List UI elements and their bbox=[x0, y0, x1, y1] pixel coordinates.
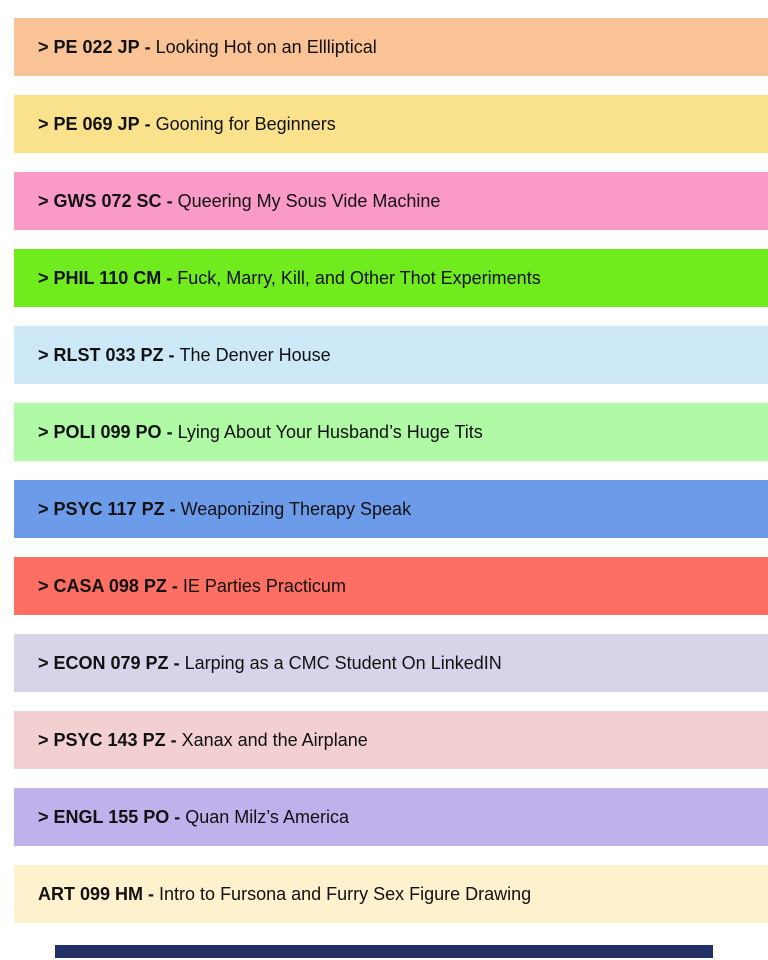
course-row[interactable]: > ENGL 155 PO - Quan Milz’s America bbox=[14, 788, 768, 846]
course-title: Xanax and the Airplane bbox=[181, 729, 368, 750]
course-row[interactable]: > PSYC 117 PZ - Weaponizing Therapy Spea… bbox=[14, 480, 768, 538]
course-code: CASA 098 PZ bbox=[53, 575, 167, 596]
course-code: ECON 079 PZ bbox=[53, 652, 169, 673]
course-code: ENGL 155 PO bbox=[53, 806, 170, 827]
course-prefix: > bbox=[38, 575, 54, 596]
course-row[interactable]: > PHIL 110 CM - Fuck, Marry, Kill, and O… bbox=[14, 249, 768, 307]
course-title: IE Parties Practicum bbox=[182, 575, 346, 596]
course-separator: - bbox=[161, 267, 178, 288]
course-title: Queering My Sous Vide Machine bbox=[177, 190, 441, 211]
course-code: ART 099 HM bbox=[38, 883, 144, 904]
course-prefix: > bbox=[38, 36, 54, 57]
course-code: POLI 099 PO bbox=[53, 421, 162, 442]
course-title: Larping as a CMC Student On LinkedIN bbox=[184, 652, 502, 673]
course-prefix: > bbox=[38, 729, 54, 750]
course-code: PE 022 JP bbox=[53, 36, 140, 57]
course-list: > PE 022 JP - Looking Hot on an Elllipti… bbox=[14, 18, 768, 923]
course-separator: - bbox=[163, 344, 180, 365]
course-separator: - bbox=[166, 575, 183, 596]
course-row[interactable]: > PE 069 JP - Gooning for Beginners bbox=[14, 95, 768, 153]
course-title: Fuck, Marry, Kill, and Other Thot Experi… bbox=[177, 267, 541, 288]
course-title: Lying About Your Husband’s Huge Tits bbox=[177, 421, 483, 442]
course-row[interactable]: > PE 022 JP - Looking Hot on an Elllipti… bbox=[14, 18, 768, 76]
course-prefix: > bbox=[38, 344, 54, 365]
course-separator: - bbox=[164, 498, 181, 519]
course-separator: - bbox=[143, 883, 160, 904]
course-separator: - bbox=[161, 190, 178, 211]
course-code: GWS 072 SC bbox=[53, 190, 162, 211]
course-prefix: > bbox=[38, 190, 54, 211]
course-row[interactable]: ART 099 HM - Intro to Fursona and Furry … bbox=[14, 865, 768, 923]
course-code: PSYC 143 PZ bbox=[53, 729, 166, 750]
course-title: Looking Hot on an Ellliptical bbox=[155, 36, 377, 57]
course-prefix: > bbox=[38, 421, 54, 442]
course-separator: - bbox=[139, 36, 156, 57]
course-prefix: > bbox=[38, 652, 54, 673]
course-code: PSYC 117 PZ bbox=[53, 498, 165, 519]
course-row[interactable]: > POLI 099 PO - Lying About Your Husband… bbox=[14, 403, 768, 461]
course-title: Intro to Fursona and Furry Sex Figure Dr… bbox=[159, 883, 532, 904]
course-prefix: > bbox=[38, 498, 54, 519]
footer-divider-bar bbox=[55, 945, 713, 958]
course-row[interactable]: > GWS 072 SC - Queering My Sous Vide Mac… bbox=[14, 172, 768, 230]
course-title: Quan Milz’s America bbox=[185, 806, 349, 827]
course-title: The Denver House bbox=[179, 344, 331, 365]
course-separator: - bbox=[139, 113, 156, 134]
course-title: Gooning for Beginners bbox=[155, 113, 336, 134]
course-prefix: > bbox=[38, 113, 54, 134]
course-prefix: > bbox=[38, 806, 54, 827]
course-code: PE 069 JP bbox=[53, 113, 140, 134]
course-row[interactable]: > RLST 033 PZ - The Denver House bbox=[14, 326, 768, 384]
course-prefix: > bbox=[38, 267, 54, 288]
course-title: Weaponizing Therapy Speak bbox=[180, 498, 412, 519]
course-separator: - bbox=[165, 729, 182, 750]
course-code: PHIL 110 CM bbox=[53, 267, 162, 288]
course-row[interactable]: > PSYC 143 PZ - Xanax and the Airplane bbox=[14, 711, 768, 769]
course-code: RLST 033 PZ bbox=[53, 344, 164, 365]
course-row[interactable]: > CASA 098 PZ - IE Parties Practicum bbox=[14, 557, 768, 615]
course-separator: - bbox=[161, 421, 178, 442]
course-separator: - bbox=[169, 806, 186, 827]
course-row[interactable]: > ECON 079 PZ - Larping as a CMC Student… bbox=[14, 634, 768, 692]
course-separator: - bbox=[168, 652, 185, 673]
